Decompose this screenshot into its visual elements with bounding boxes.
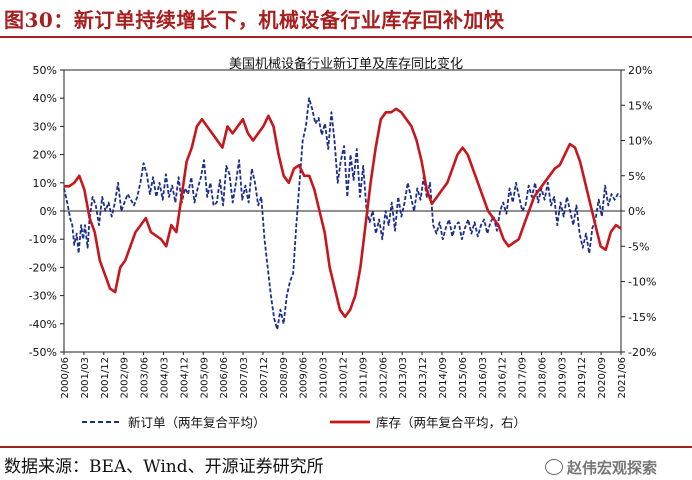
x-axis-tick-label: 2001/03	[80, 357, 91, 399]
right-axis-tick-label: -15%	[628, 311, 656, 324]
left-axis-tick-label: -30%	[29, 290, 57, 303]
bottom-divider	[0, 446, 692, 448]
data-source: 数据来源：BEA、Wind、开源证券研究所	[4, 457, 324, 477]
x-axis-tick-label: 2014/09	[438, 357, 449, 399]
figure-title: 图30：新订单持续增长下，机械设备行业库存回补加快	[4, 8, 505, 32]
left-axis-tick-label: -20%	[29, 261, 57, 274]
top-divider	[0, 36, 692, 38]
left-axis-tick-label: 20%	[33, 149, 57, 162]
right-axis-tick-label: -20%	[628, 346, 656, 359]
right-axis-tick-label: 5%	[628, 170, 645, 183]
right-axis-tick-label: 20%	[628, 64, 652, 77]
x-axis-tick-label: 2015/06	[458, 357, 469, 399]
left-axis-tick-label: 50%	[33, 64, 57, 77]
legend: 新订单（两年复合平均） 库存（两年复合平均，右）	[82, 415, 526, 430]
x-axis-tick-label: 2011/09	[358, 357, 369, 399]
left-axis-tick-label: 10%	[33, 177, 57, 190]
legend-label: 库存（两年复合平均，右）	[376, 415, 526, 430]
left-axis-tick-label: -50%	[29, 346, 57, 359]
x-axis-tick-label: 2004/12	[179, 357, 190, 399]
x-axis-tick-label: 2007/03	[239, 357, 250, 399]
x-axis-tick-label: 2019/12	[577, 357, 588, 399]
plot-area: 50% 40% 30% 20% 10% 0% -10% -20% -30% -40% -50% 20%…	[29, 64, 657, 399]
left-axis-tick-label: 30%	[33, 120, 57, 133]
right-axis-tick-label: -10%	[628, 276, 656, 289]
x-axis-tick-label: 2016/12	[498, 357, 509, 399]
x-axis-tick-label: 2020/09	[597, 357, 608, 399]
x-axis-tick-label: 2017/09	[518, 357, 529, 399]
inventory-series-line	[64, 107, 622, 319]
right-axis-tick-label: 0%	[628, 205, 645, 218]
x-axis-tick-label: 2016/03	[478, 357, 489, 399]
right-axis-tick-label: 15%	[628, 99, 652, 112]
x-axis-tick-label: 2007/12	[259, 357, 270, 399]
watermark-text: 赵伟宏观探索	[567, 459, 658, 477]
left-axis-tick-label: -10%	[29, 233, 57, 246]
watermark: 赵伟宏观探索	[545, 457, 685, 477]
x-axis-tick-label: 2005/09	[199, 357, 210, 399]
x-axis-tick-label: 2000/06	[60, 357, 71, 399]
x-axis-tick-label: 2008/09	[279, 357, 290, 399]
x-axis-tick-label: 2013/03	[398, 357, 409, 399]
x-axis-tick-label: 2013/12	[418, 357, 429, 399]
right-axis-tick-label: 10%	[628, 135, 652, 148]
x-axis-tick-label: 2012/06	[378, 357, 389, 399]
x-axis-tick-label: 2004/03	[159, 357, 170, 399]
right-axis-tick-label: -5%	[628, 240, 649, 253]
x-axis-tick-label: 2002/09	[120, 357, 131, 399]
legend-label: 新订单（两年复合平均）	[128, 415, 266, 430]
x-axis-tick-label: 2018/06	[537, 357, 548, 399]
chart: 美国机械设备行业新订单及库存同比变化 50% 40% 30% 20% 10% 0% -10%…	[29, 56, 657, 430]
left-axis-tick-label: -40%	[29, 318, 57, 331]
chart-title: 美国机械设备行业新订单及库存同比变化	[229, 56, 463, 72]
x-axis-tick-label: 2021/06	[617, 357, 628, 399]
x-axis-tick-label: 2003/06	[140, 357, 151, 399]
new-orders-series-line	[63, 97, 622, 331]
x-axis-tick-label: 2001/12	[100, 357, 111, 399]
left-axis-tick-label: 40%	[33, 92, 57, 105]
x-axis-tick-label: 2010/03	[319, 357, 330, 399]
x-axis-tick-label: 2009/06	[299, 357, 310, 399]
x-axis-tick-label: 2019/03	[557, 357, 568, 399]
x-axis-tick-label: 2006/06	[219, 357, 230, 399]
left-axis-tick-label: 0%	[40, 205, 57, 218]
wechat-icon	[545, 459, 563, 475]
x-axis-tick-label: 2010/12	[339, 357, 350, 399]
